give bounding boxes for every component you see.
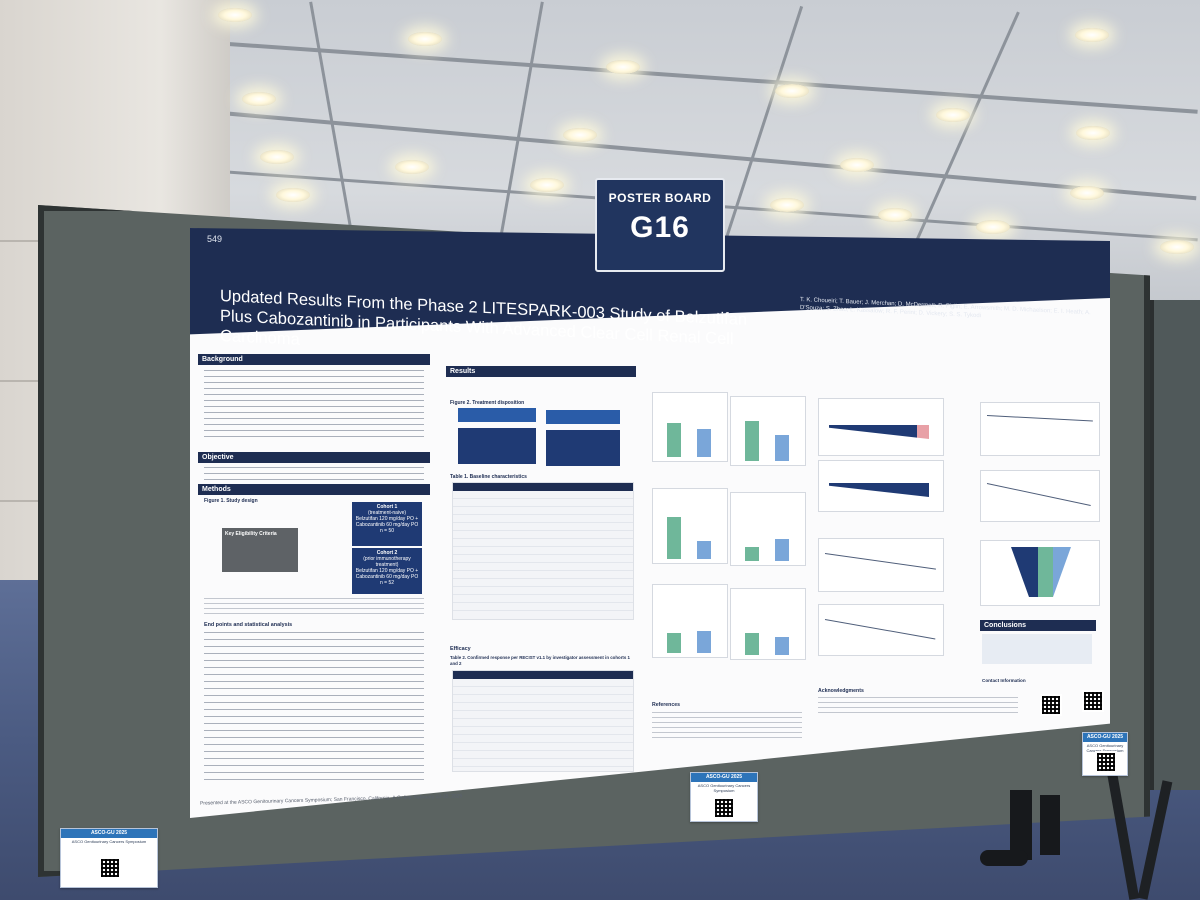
acknowledgments-heading: Acknowledgments [818, 688, 864, 694]
conclusions-text-block [982, 634, 1092, 664]
cohort1-title: Cohort 1 [376, 504, 398, 510]
section-methods: Methods [198, 484, 430, 495]
sticker-subtitle: ASCO Genitourinary Cancers Symposium [697, 783, 751, 793]
ceiling-light [260, 150, 294, 164]
orr-chart-f [730, 588, 806, 660]
cohort1-box: Cohort 1 (treatment-naive) Belzutifan 12… [352, 502, 422, 546]
sticker-subtitle: ASCO Genitourinary Cancers Symposium [1086, 743, 1124, 753]
figure2-caption: Figure 2. Treatment disposition [450, 400, 525, 406]
endpoints-heading: End points and statistical analysis [204, 622, 293, 628]
baseline-table [452, 482, 634, 620]
ceiling-light [1076, 126, 1110, 140]
background-text-block [204, 370, 424, 440]
km-plot-os-b [980, 470, 1100, 522]
ceiling-light [606, 60, 640, 74]
references-text-block [652, 712, 802, 738]
person-legs [1010, 790, 1032, 860]
sticker-band: ASCO-GU 2025 [61, 829, 157, 838]
cohort1-subtitle: (treatment-naive) [367, 510, 407, 516]
ceiling-light [840, 158, 874, 172]
section-results: Results [446, 366, 636, 377]
section-objective: Objective [198, 452, 430, 463]
ceiling-light [563, 128, 597, 142]
orr-chart-d [730, 492, 806, 566]
ceiling-light [242, 92, 276, 106]
orr-chart-e [652, 584, 728, 658]
ceiling-light [1070, 186, 1104, 200]
ceiling-light [976, 220, 1010, 234]
poster-board-label: POSTER BOARD G16 [595, 178, 725, 272]
cohort2-subtitle: (prior immunotherapy treatment) [363, 556, 411, 568]
endpoints-text-block [204, 632, 424, 782]
person-legs [1040, 795, 1060, 855]
poster-number: 549 [207, 234, 223, 244]
acknowledgments-text-block [818, 697, 1018, 713]
contact-heading: Contact Information [982, 678, 1026, 683]
ceiling-light [530, 178, 564, 192]
asco-sticker-right: ASCO-GU 2025 ASCO Genitourinary Cancers … [1082, 732, 1128, 776]
sticker-subtitle: ASCO Genitourinary Cancers Symposium [71, 839, 147, 844]
qr-code-icon [99, 857, 121, 879]
ceiling-light [276, 188, 310, 202]
shoe [980, 850, 1028, 866]
ceiling-light [408, 32, 442, 46]
cohort1-treatment: Belzutifan 120 mg/day PO + Cabozantinib … [355, 516, 419, 528]
cohort2-title: Cohort 2 [376, 550, 398, 556]
cohort1-n: n = 50 [379, 528, 395, 534]
orr-chart-c [652, 488, 728, 564]
cohort2-treatment: Belzutifan 120 mg/day PO + Cabozantinib … [355, 568, 419, 580]
adjacent-poster-board [1150, 300, 1200, 790]
ceiling-light [395, 160, 429, 174]
ceiling-light [1160, 240, 1194, 254]
qr-code-icon [713, 797, 735, 819]
cohort2-n: n = 52 [379, 580, 395, 586]
figure1-caption: Figure 1. Study design [204, 498, 258, 504]
ceiling-light [936, 108, 970, 122]
disposition-cohort2-body [546, 430, 620, 466]
efficacy-heading: Efficacy [450, 646, 471, 652]
eligibility-box: Key Eligibility Criteria [222, 528, 298, 572]
cohort2-box: Cohort 2 (prior immunotherapy treatment)… [352, 548, 422, 594]
disposition-cohort1-body [458, 428, 536, 464]
orr-chart-b [730, 396, 806, 466]
waterfall-plot-a [818, 398, 944, 456]
km-plot-pfs-a [818, 538, 944, 592]
disposition-cohort2-header [546, 410, 620, 424]
ceiling-light [878, 208, 912, 222]
section-background: Background [198, 354, 430, 365]
eligibility-title: Key Eligibility Criteria [225, 531, 277, 537]
ceiling-light [218, 8, 252, 22]
disposition-cohort1-header [458, 408, 536, 422]
ceiling-light [775, 84, 809, 98]
ceiling-light [770, 198, 804, 212]
asco-sticker-left: ASCO-GU 2025 ASCO Genitourinary Cancers … [60, 828, 158, 888]
table1-caption: Table 1. Baseline characteristics [450, 474, 527, 480]
waterfall-plot-b [818, 460, 944, 512]
sticker-band: ASCO-GU 2025 [1083, 733, 1127, 742]
ceiling-light [1075, 28, 1109, 42]
methods-footnote [204, 598, 424, 616]
poster-board-label-line1: POSTER BOARD [608, 191, 712, 205]
objective-text-block [204, 467, 424, 481]
adverse-events-chart [980, 540, 1100, 606]
references-heading: References [652, 702, 680, 708]
response-table [452, 670, 634, 772]
orr-chart-a [652, 392, 728, 462]
asco-sticker-center: ASCO-GU 2025 ASCO Genitourinary Cancers … [690, 772, 758, 822]
qr-code-icon [1095, 751, 1117, 773]
qr-code-icon [1082, 690, 1104, 712]
km-plot-os-a [980, 402, 1100, 456]
km-plot-pfs-b [818, 604, 944, 656]
table2-caption: Table 2. Confirmed response per RECIST v… [450, 655, 630, 666]
qr-code-icon [1040, 694, 1062, 716]
section-conclusions: Conclusions [980, 620, 1096, 631]
sticker-band: ASCO-GU 2025 [691, 773, 757, 782]
poster-board-number: G16 [630, 211, 690, 244]
